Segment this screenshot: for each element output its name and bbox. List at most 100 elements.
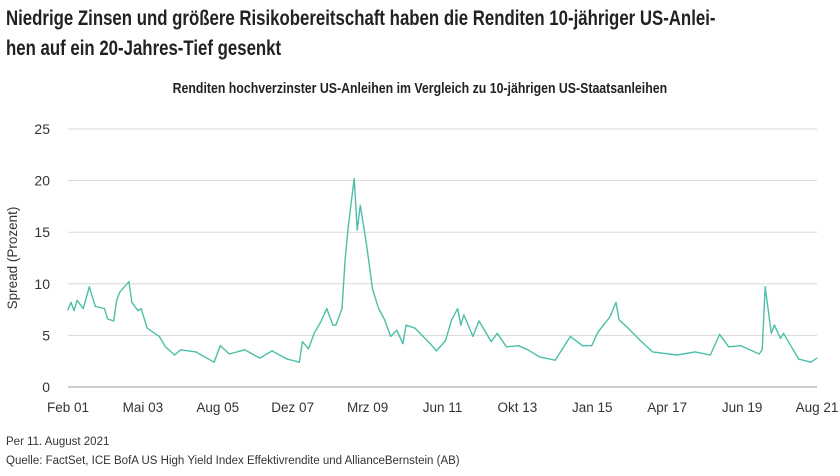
y-tick-label: 20 — [34, 173, 50, 189]
data-point — [779, 337, 782, 340]
data-point — [472, 335, 474, 338]
data-point — [353, 177, 355, 180]
data-point — [377, 307, 380, 310]
data-point — [116, 299, 118, 301]
data-point — [307, 348, 310, 350]
data-point — [618, 319, 620, 321]
data-point — [88, 286, 90, 288]
data-point — [320, 321, 322, 323]
x-tick-label: Apr 17 — [647, 400, 687, 415]
data-point — [298, 361, 300, 363]
y-tick-label: 15 — [34, 224, 50, 240]
data-point — [429, 343, 431, 345]
data-point — [204, 356, 206, 358]
data-point — [539, 356, 541, 358]
x-tick-label: Aug 21 — [796, 400, 839, 415]
data-point — [359, 204, 361, 206]
data-point — [314, 331, 316, 333]
data-point — [158, 335, 160, 338]
data-point — [356, 229, 358, 231]
x-tick-label: Jun 11 — [423, 400, 463, 415]
chart-title: Renditen hochverzinster US-Anleihen im V… — [172, 81, 668, 97]
x-tick-label: Okt 13 — [498, 400, 538, 415]
data-point — [810, 361, 812, 363]
data-point — [344, 259, 346, 261]
data-point — [460, 324, 462, 326]
data-point — [332, 324, 334, 326]
data-point — [627, 327, 629, 329]
headline: Niedrige Zinsen und größere Risikobereit… — [6, 4, 806, 64]
data-point — [609, 316, 611, 318]
data-point — [758, 353, 760, 355]
data-point — [527, 349, 529, 351]
source-note: Quelle: FactSet, ICE BofA US High Yield … — [6, 455, 460, 467]
data-point — [106, 318, 109, 320]
data-point — [639, 339, 642, 342]
data-point — [180, 349, 182, 351]
data-point — [128, 281, 130, 283]
data-point — [581, 345, 584, 347]
headline-line-1: Niedrige Zinsen und größere Risikobereit… — [6, 7, 716, 30]
y-tick-label: 10 — [34, 276, 50, 292]
headline-line-2: hen auf ein 20-Jahres-Tief gesenkt — [6, 37, 282, 60]
x-tick-label: Feb 01 — [47, 400, 89, 415]
data-point — [518, 345, 520, 347]
y-tick-label: 0 — [42, 379, 50, 395]
x-tick-label: Aug 05 — [196, 400, 239, 415]
data-point — [463, 314, 465, 316]
x-tick-label: Jan 15 — [572, 400, 613, 415]
data-point — [259, 357, 261, 359]
data-point — [767, 310, 769, 312]
data-point — [341, 307, 343, 310]
data-point — [405, 324, 407, 326]
data-point — [137, 310, 139, 312]
data-point — [219, 345, 221, 347]
series-line — [67, 177, 818, 363]
data-point — [435, 350, 438, 352]
data-point — [286, 358, 288, 360]
data-point — [709, 354, 712, 356]
data-point — [597, 331, 599, 333]
data-point — [195, 351, 197, 353]
data-point — [103, 307, 106, 310]
data-point — [651, 351, 654, 353]
x-tick-label: Mai 03 — [123, 400, 164, 415]
data-point — [271, 350, 273, 352]
y-tick-label: 5 — [42, 327, 50, 343]
data-point — [67, 309, 69, 311]
data-point — [569, 335, 571, 338]
data-point — [365, 242, 367, 245]
data-point — [451, 319, 453, 321]
y-axis-label: Spread (Prozent) — [5, 207, 20, 310]
data-point — [390, 335, 392, 338]
data-point — [740, 345, 742, 347]
data-point — [131, 301, 133, 303]
data-point — [414, 327, 416, 329]
data-point — [761, 349, 763, 351]
data-point — [792, 348, 794, 350]
x-tick-label: Jun 19 — [722, 400, 763, 415]
data-point — [213, 361, 215, 363]
data-point — [76, 299, 78, 301]
y-tick-label: 25 — [34, 121, 50, 137]
data-point — [694, 351, 696, 353]
data-point — [728, 346, 730, 348]
data-point — [773, 324, 775, 326]
data-point — [782, 332, 785, 334]
data-point — [770, 332, 772, 334]
x-tick-label: Dez 07 — [271, 400, 314, 415]
data-point — [496, 332, 498, 334]
data-point — [347, 227, 349, 229]
x-tick-label: Mrz 09 — [347, 400, 388, 415]
data-point — [402, 343, 404, 345]
data-point — [70, 301, 72, 303]
data-point — [113, 320, 115, 322]
data-point — [164, 346, 167, 348]
data-point — [816, 357, 818, 359]
data-point — [798, 358, 800, 360]
data-point — [764, 286, 766, 288]
data-point — [396, 329, 398, 331]
data-point — [82, 307, 84, 310]
data-point — [371, 288, 374, 290]
